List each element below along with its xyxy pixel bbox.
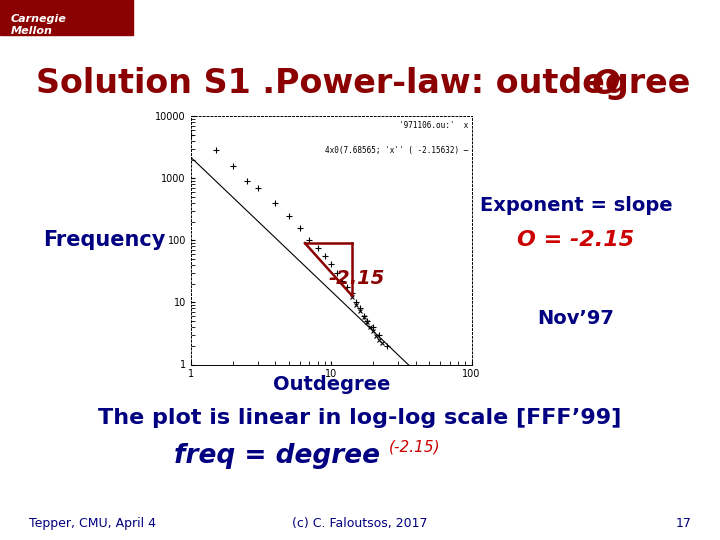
Text: 17: 17 bbox=[675, 517, 691, 530]
Text: '971106.ou:'  x: '971106.ou:' x bbox=[400, 121, 469, 130]
Text: freq = degree: freq = degree bbox=[174, 443, 380, 469]
Text: 4x0(7.68565; 'x'' ( -2.15632) —: 4x0(7.68565; 'x'' ( -2.15632) — bbox=[325, 146, 469, 155]
Text: Carnegie: Carnegie bbox=[11, 14, 67, 24]
Text: O: O bbox=[592, 68, 620, 100]
Text: Frequency: Frequency bbox=[43, 230, 166, 251]
Text: Mellon: Mellon bbox=[11, 26, 53, 36]
Text: (c) C. Faloutsos, 2017: (c) C. Faloutsos, 2017 bbox=[292, 517, 428, 530]
Text: Nov’97: Nov’97 bbox=[538, 309, 614, 328]
Text: Outdegree: Outdegree bbox=[272, 375, 390, 394]
Text: (-2.15): (-2.15) bbox=[389, 439, 441, 454]
Text: Solution S1 .Power-law: outdegree: Solution S1 .Power-law: outdegree bbox=[36, 68, 702, 100]
Text: Tepper, CMU, April 4: Tepper, CMU, April 4 bbox=[29, 517, 156, 530]
Text: The plot is linear in log-log scale [FFF’99]: The plot is linear in log-log scale [FFF… bbox=[99, 408, 621, 429]
Text: -2.15: -2.15 bbox=[328, 269, 384, 288]
Text: O = -2.15: O = -2.15 bbox=[518, 230, 634, 251]
Text: Exponent = slope: Exponent = slope bbox=[480, 195, 672, 215]
